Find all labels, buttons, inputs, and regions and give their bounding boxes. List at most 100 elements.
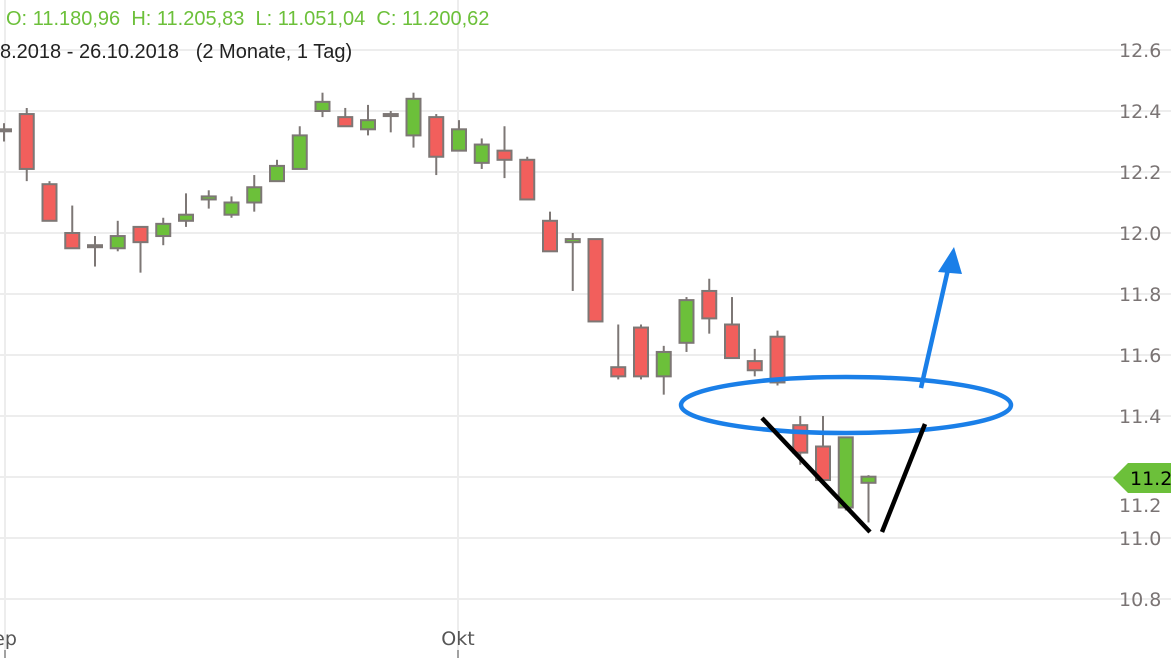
candle — [41, 181, 58, 222]
y-tick-label: 12.0 — [1119, 223, 1161, 245]
candle-body-down — [428, 116, 445, 158]
annotation-blue-ellipse — [678, 374, 1014, 436]
y-tick-label: 11.8 — [1119, 284, 1161, 306]
y-axis: 12.6 12.4 12.2 12.0 11.8 11.6 11.4 11.2 11.0 10.8 — [1119, 40, 1161, 611]
y-tick-label: 11.0 — [1119, 528, 1161, 550]
candle — [382, 111, 399, 133]
candle — [18, 107, 35, 182]
last-price-badge-shape — [1113, 463, 1171, 493]
candle-body-up — [109, 235, 126, 250]
candle-body-up — [291, 134, 308, 170]
candle-body-up — [473, 143, 490, 164]
duration-text: (2 Monate, 1 Tag) — [195, 41, 353, 63]
open-value: 11.180,96 — [32, 8, 121, 30]
candle — [724, 297, 740, 360]
candle — [291, 126, 308, 170]
candle-body-up — [155, 222, 172, 238]
candle-body-down — [18, 113, 35, 170]
candle-body-down — [610, 366, 627, 378]
annotation-black-line-down — [760, 416, 872, 534]
candle-body-down — [41, 183, 58, 222]
candle — [64, 205, 81, 250]
candle — [109, 220, 126, 252]
candle-body-down — [701, 289, 718, 320]
candle-body-up — [246, 186, 263, 204]
candle-body-up — [382, 113, 399, 118]
candle — [337, 107, 354, 128]
candle-body-up — [314, 100, 331, 112]
x-tick-label: ep — [0, 628, 17, 650]
annotation-blue-arrow-shaft — [918, 264, 952, 389]
candle — [860, 475, 877, 523]
candle — [610, 324, 627, 380]
candle — [314, 92, 331, 118]
close-value: 11.200,62 — [401, 8, 490, 30]
y-tick-label: 10.8 — [1119, 589, 1161, 611]
candle — [678, 297, 695, 352]
low-label: L: — [255, 8, 273, 30]
candle-body-down — [587, 238, 604, 323]
x-tick-label: Okt — [441, 628, 474, 650]
candle — [587, 238, 604, 323]
y-tick-label: 11.6 — [1119, 345, 1161, 367]
y-tick-label: 12.6 — [1119, 40, 1161, 62]
candle — [564, 233, 581, 291]
y-tick-label: 11.4 — [1119, 406, 1161, 428]
candle — [269, 159, 285, 183]
candle — [496, 126, 513, 179]
close-label: C: — [376, 8, 397, 30]
annotation-black-line-up — [879, 423, 928, 533]
candle-body-down — [542, 219, 558, 253]
candle — [701, 278, 718, 334]
candle-body-up — [223, 201, 240, 216]
candle-body-up — [269, 164, 285, 183]
x-axis: ep Okt — [0, 628, 475, 658]
candle — [519, 156, 536, 201]
candle-body-up — [0, 128, 12, 133]
candle-body-up — [678, 299, 695, 344]
candle — [815, 416, 831, 482]
candle-body-up — [860, 475, 877, 484]
candle — [542, 211, 558, 253]
candle — [405, 92, 422, 148]
low-value: 11.051,04 — [277, 8, 366, 30]
y-tick-label: 11.2 — [1119, 495, 1161, 517]
candle-body-up — [178, 213, 194, 222]
candle — [769, 330, 786, 386]
candle-body-down — [792, 424, 809, 454]
ohlc-readout: O: 11.180,96 H: 11.205,83 L: 11.051,04 C… — [6, 8, 489, 31]
candle-body-up — [405, 97, 422, 137]
candle — [155, 217, 172, 246]
candle-body-up — [87, 244, 103, 249]
candle-body-down — [337, 116, 354, 128]
candle — [200, 190, 217, 209]
candle-body-up — [564, 238, 581, 244]
candles — [0, 92, 877, 523]
candle-body-down — [519, 158, 536, 201]
candle — [473, 138, 490, 169]
candle-body-up — [655, 350, 672, 378]
candle — [633, 324, 649, 380]
candle — [428, 114, 445, 176]
candle — [0, 123, 12, 142]
candle — [178, 193, 194, 227]
y-tick-label: 12.4 — [1119, 101, 1161, 123]
annotation-blue-arrowhead — [938, 247, 962, 274]
candle — [746, 348, 763, 377]
candle-body-up — [837, 436, 854, 509]
candle-body-up — [360, 119, 376, 131]
candle — [132, 225, 149, 273]
y-tick-label: 12.2 — [1119, 162, 1161, 184]
last-price-badge: 11.2 — [1113, 463, 1171, 493]
drawn-annotations — [678, 247, 1014, 534]
candle-body-down — [132, 225, 149, 244]
candle-body-down — [64, 232, 81, 250]
candle — [223, 196, 240, 218]
high-label: H: — [131, 8, 152, 30]
candle-body-down — [769, 335, 786, 384]
candle — [360, 104, 376, 136]
candle — [451, 120, 467, 152]
candle-body-up — [200, 195, 217, 201]
